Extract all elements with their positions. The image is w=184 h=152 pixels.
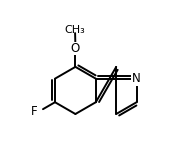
Text: O: O: [71, 41, 80, 55]
Text: N: N: [132, 72, 141, 85]
Text: CH₃: CH₃: [65, 25, 85, 35]
Text: F: F: [31, 105, 38, 117]
